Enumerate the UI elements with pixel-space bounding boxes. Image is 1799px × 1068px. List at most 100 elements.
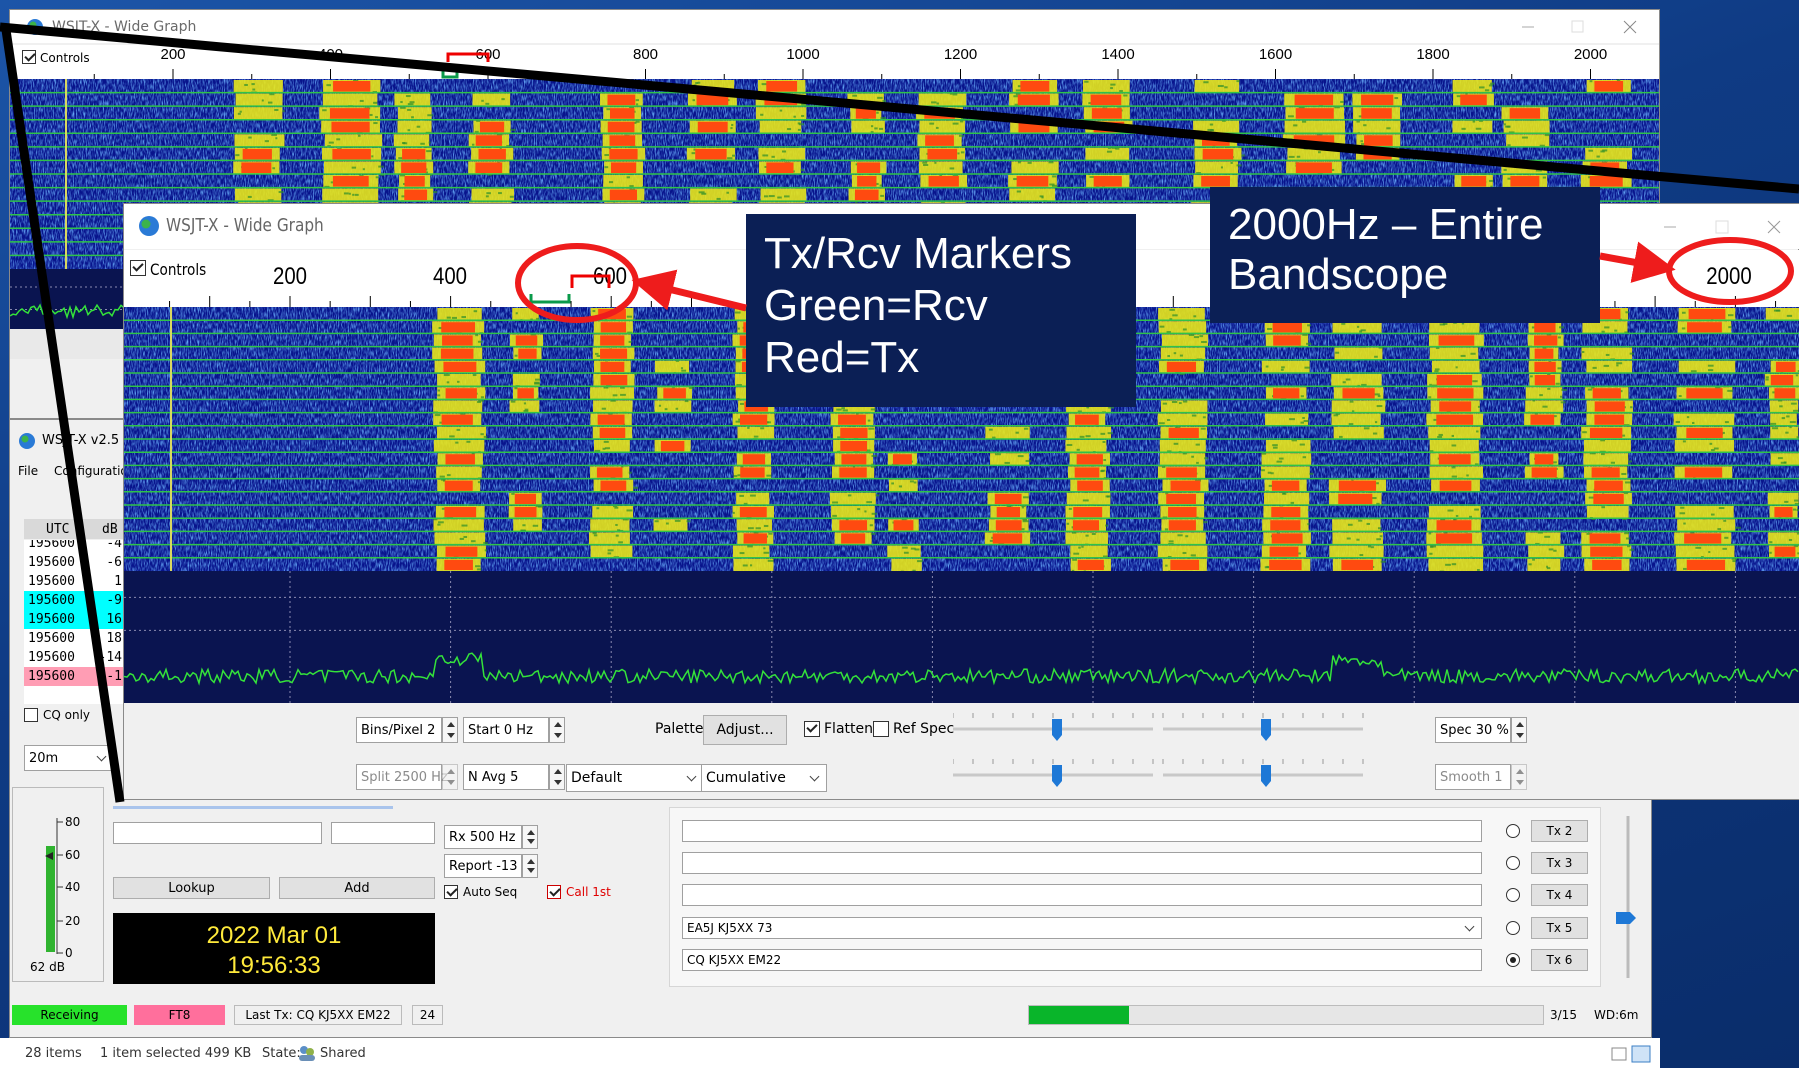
smooth[interactable]: Smooth 1: [1435, 764, 1511, 790]
signal-core: [744, 533, 767, 543]
signal-speckle: [1067, 523, 1070, 525]
tx-message[interactable]: [682, 852, 1482, 874]
tx-radio[interactable]: [1506, 921, 1520, 935]
spin-button[interactable]: [522, 825, 538, 849]
signal-speckle: [1302, 121, 1306, 123]
signal-speckle: [1490, 83, 1495, 85]
tx-button[interactable]: Tx 2: [1531, 820, 1588, 842]
signal-speckle: [937, 103, 939, 105]
tx-radio[interactable]: [1506, 856, 1520, 870]
signal-core: [402, 149, 425, 160]
spin-button[interactable]: [1511, 764, 1527, 790]
palette-select[interactable]: Default: [566, 764, 704, 792]
decode-db: -1: [106, 670, 122, 683]
dx-grid-input[interactable]: [331, 822, 435, 844]
tx-message[interactable]: EA5J KJ5XX 73: [682, 917, 1482, 939]
signal-speckle: [1435, 368, 1440, 370]
split-frequency[interactable]: Split 2500 Hz: [356, 764, 442, 790]
tx-message[interactable]: [682, 820, 1482, 842]
sliders[interactable]: [953, 709, 1425, 795]
signal-speckle: [917, 560, 923, 562]
signal-speckle: [1018, 455, 1024, 457]
signal-speckle: [352, 167, 356, 169]
signal-speckle: [1086, 435, 1091, 437]
n-avg[interactable]: N Avg 5: [463, 764, 549, 790]
adjust-button[interactable]: Adjust...: [703, 715, 787, 745]
ref-spec-checkbox[interactable]: [873, 721, 889, 737]
signal-core: [446, 388, 477, 398]
spin-button[interactable]: [522, 854, 538, 878]
lookup-button[interactable]: Lookup: [113, 877, 270, 899]
signal-core: [1530, 415, 1554, 425]
signal-speckle: [447, 381, 450, 383]
spin-button[interactable]: [1511, 717, 1527, 743]
slider-thumb[interactable]: [1261, 765, 1271, 787]
tx-message[interactable]: CQ KJ5XX EM22: [682, 949, 1482, 971]
spin-button[interactable]: [549, 764, 565, 790]
signal-speckle: [1558, 336, 1561, 338]
cq-only-checkbox[interactable]: [24, 708, 38, 722]
signal-speckle: [472, 144, 475, 146]
signal-core: [1296, 162, 1332, 173]
auto-seq-checkbox[interactable]: [444, 885, 458, 899]
tx-button[interactable]: Tx 6: [1531, 949, 1588, 971]
slider-thumb[interactable]: [1052, 719, 1062, 741]
power-slider[interactable]: [1610, 812, 1644, 982]
signal-core: [1685, 467, 1722, 477]
dx-call-input[interactable]: [113, 822, 322, 844]
spin-button[interactable]: [549, 717, 565, 743]
signal-speckle: [605, 166, 609, 168]
tx-radio[interactable]: [1506, 824, 1520, 838]
decode-count: 24: [412, 1005, 443, 1025]
signal-speckle: [483, 542, 488, 544]
signal-speckle: [1273, 447, 1278, 449]
spec-percent[interactable]: Spec 30 %: [1435, 717, 1511, 743]
spin-button[interactable]: [442, 717, 458, 743]
signal-core: [611, 162, 636, 173]
flatten-checkbox[interactable]: [804, 721, 820, 737]
signal-speckle: [923, 164, 928, 166]
band-select[interactable]: 20m: [24, 745, 114, 771]
tx-message[interactable]: [682, 884, 1482, 906]
signal-speckle: [1318, 151, 1321, 153]
menu-item[interactable]: File: [18, 465, 38, 477]
start-frequency[interactable]: Start 0 Hz: [463, 717, 549, 743]
signal-speckle: [738, 328, 740, 330]
signal-core: [404, 190, 427, 201]
signal-speckle: [1448, 510, 1454, 512]
rx-frequency[interactable]: Rx 500 Hz: [444, 825, 522, 849]
signal-speckle: [780, 110, 782, 112]
signal-speckle: [1542, 406, 1547, 408]
signal-speckle: [481, 100, 484, 102]
menu-item[interactable]: Configuratio: [54, 465, 128, 477]
slider-thumb[interactable]: [1052, 765, 1062, 787]
window-buttons[interactable]: [1510, 16, 1650, 38]
signal-speckle: [910, 480, 914, 482]
signal: [1265, 414, 1308, 426]
signal-speckle: [1291, 502, 1294, 504]
spectrum-mode-select[interactable]: Cumulative: [701, 764, 827, 792]
view-icons[interactable]: [1610, 1043, 1654, 1065]
signal-speckle: [1289, 156, 1295, 158]
signal-speckle: [438, 389, 440, 391]
decode-db: -4: [106, 540, 122, 550]
slider-thumb[interactable]: [1261, 719, 1271, 741]
window-buttons[interactable]: [1654, 214, 1799, 240]
signal-core: [1272, 533, 1303, 543]
signal-speckle: [1191, 456, 1194, 458]
spin-button[interactable]: [442, 764, 458, 790]
signal: [1353, 121, 1400, 134]
call-1st-checkbox[interactable]: [547, 885, 561, 899]
tx-button[interactable]: Tx 4: [1531, 884, 1588, 906]
tx-button[interactable]: Tx 3: [1531, 852, 1588, 874]
signal-speckle: [1123, 94, 1127, 96]
signal-speckle: [1288, 115, 1294, 117]
bins-per-pixel[interactable]: Bins/Pixel 2: [356, 717, 442, 743]
report[interactable]: Report -13: [444, 854, 522, 878]
signal-speckle: [1630, 406, 1632, 408]
tx-radio[interactable]: [1506, 888, 1520, 902]
tx-button[interactable]: Tx 5: [1531, 917, 1588, 939]
signal-speckle: [1339, 436, 1343, 438]
signal-speckle: [871, 125, 873, 127]
add-button[interactable]: Add: [279, 877, 435, 899]
